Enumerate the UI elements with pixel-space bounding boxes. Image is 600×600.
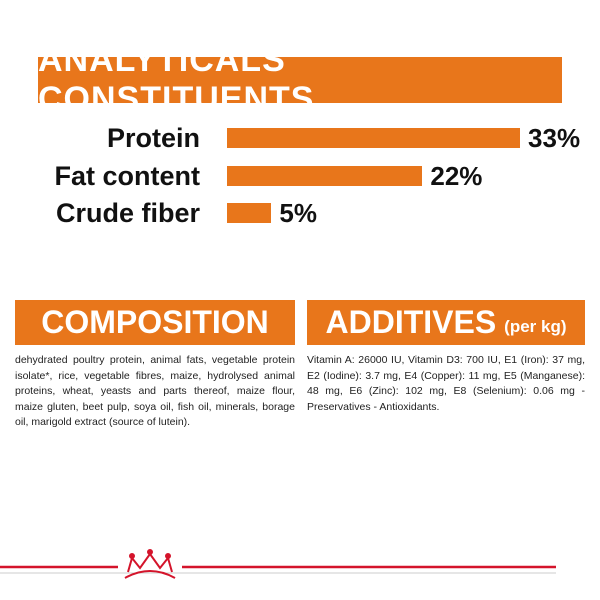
category-label: Protein: [106, 123, 200, 153]
bar: [227, 128, 521, 148]
additives-title: ADDITIVES: [325, 304, 497, 340]
value-label: 33%: [528, 123, 581, 153]
category-label: Fat content: [54, 160, 201, 191]
bar: [227, 203, 272, 223]
additives-subtitle: (per kg): [504, 316, 567, 336]
footer-logo: [0, 549, 556, 579]
additives-header: ADDITIVES (per kg): [307, 300, 585, 345]
composition-text: dehydrated poultry protein, animal fats,…: [15, 354, 295, 429]
composition-title: COMPOSITION: [15, 300, 295, 345]
value-label: 22%: [430, 160, 483, 191]
value-label: 5%: [279, 198, 317, 228]
category-label: Crude fiber: [55, 198, 200, 228]
chart: Protein 33% Fat content 22% Crude fiber 5%: [0, 0, 600, 240]
bar: [227, 165, 423, 186]
additives-text: Vitamin A: 26000 IU, Vitamin D3: 700 IU,…: [307, 354, 585, 413]
